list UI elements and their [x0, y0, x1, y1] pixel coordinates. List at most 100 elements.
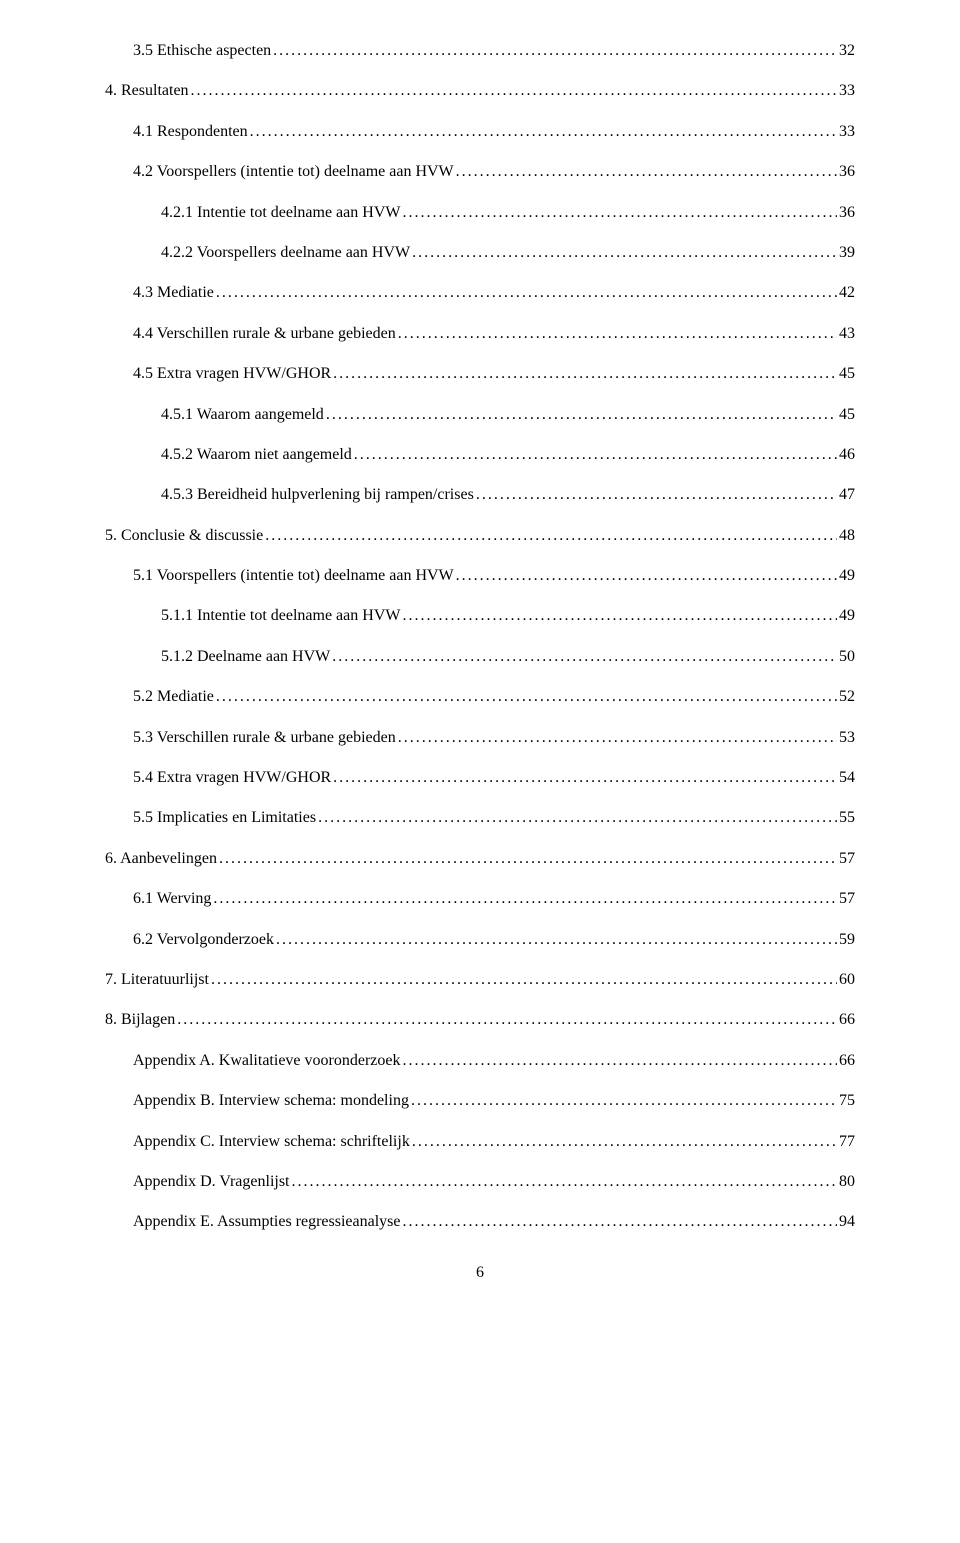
toc-entry: 5. Conclusie & discussie 48 [105, 525, 855, 547]
toc-leader-dots [318, 807, 837, 829]
toc-label: 8. Bijlagen [105, 1009, 175, 1031]
toc-entry: 6. Aanbevelingen 57 [105, 848, 855, 870]
toc-entry: 5.4 Extra vragen HVW/GHOR 54 [105, 767, 855, 789]
toc-label: 6.2 Vervolgonderzoek [133, 929, 274, 951]
toc-page: 50 [839, 646, 855, 668]
toc-leader-dots [402, 202, 837, 224]
toc-entry: 6.1 Werving57 [105, 888, 855, 910]
toc-page: 36 [839, 202, 855, 224]
toc-leader-dots [398, 323, 837, 345]
toc-label: Appendix A. Kwalitatieve vooronderzoek [133, 1050, 400, 1072]
toc-leader-dots [177, 1009, 837, 1031]
toc-leader-dots [211, 969, 837, 991]
toc-label: 5.4 Extra vragen HVW/GHOR [133, 767, 331, 789]
toc-leader-dots [332, 646, 837, 668]
toc-page: 55 [839, 807, 855, 829]
toc-leader-dots [411, 1090, 837, 1112]
toc-leader-dots [250, 121, 837, 143]
toc-label: 4.1 Respondenten [133, 121, 248, 143]
toc-leader-dots [333, 363, 837, 385]
toc-leader-dots [402, 605, 837, 627]
toc-label: 4.4 Verschillen rurale & urbane gebieden [133, 323, 396, 345]
toc-leader-dots [456, 565, 837, 587]
toc-entry: 7. Literatuurlijst60 [105, 969, 855, 991]
toc-label: Appendix C. Interview schema: schrifteli… [133, 1131, 410, 1153]
toc-page: 49 [839, 605, 855, 627]
toc-label: 7. Literatuurlijst [105, 969, 209, 991]
toc-leader-dots [276, 929, 837, 951]
toc-label: 5.5 Implicaties en Limitaties [133, 807, 316, 829]
toc-page: 66 [839, 1050, 855, 1072]
toc-entry: 4.1 Respondenten33 [105, 121, 855, 143]
toc-label: 4.3 Mediatie [133, 282, 214, 304]
toc-page: 47 [839, 484, 855, 506]
toc-label: 5.1.1 Intentie tot deelname aan HVW [161, 605, 400, 627]
toc-label: 4.2 Voorspellers (intentie tot) deelname… [133, 161, 454, 183]
toc-page: 46 [839, 444, 855, 466]
toc-leader-dots [398, 727, 837, 749]
toc-leader-dots [273, 40, 837, 62]
toc-entry: 4.2.2 Voorspellers deelname aan HVW39 [105, 242, 855, 264]
toc-leader-dots [476, 484, 837, 506]
table-of-contents: 3.5 Ethische aspecten324. Resultaten334.… [105, 40, 855, 1234]
toc-entry: 4.5 Extra vragen HVW/GHOR 45 [105, 363, 855, 385]
toc-label: 5. Conclusie & discussie [105, 525, 263, 547]
toc-leader-dots [333, 767, 837, 789]
toc-entry: Appendix A. Kwalitatieve vooronderzoek 66 [105, 1050, 855, 1072]
toc-leader-dots [216, 282, 837, 304]
toc-page: 48 [839, 525, 855, 547]
toc-page: 43 [839, 323, 855, 345]
toc-entry: 5.3 Verschillen rurale & urbane gebieden… [105, 727, 855, 749]
toc-page: 75 [839, 1090, 855, 1112]
toc-leader-dots [412, 242, 837, 264]
toc-page: 80 [839, 1171, 855, 1193]
toc-leader-dots [354, 444, 837, 466]
toc-entry: 5.1.2 Deelname aan HVW 50 [105, 646, 855, 668]
toc-label: 5.2 Mediatie [133, 686, 214, 708]
page-number: 6 [105, 1264, 855, 1282]
toc-entry: 4.5.3 Bereidheid hulpverlening bij rampe… [105, 484, 855, 506]
toc-label: 3.5 Ethische aspecten [133, 40, 271, 62]
toc-entry: 4.5.1 Waarom aangemeld45 [105, 404, 855, 426]
toc-leader-dots [191, 80, 837, 102]
toc-page: 66 [839, 1009, 855, 1031]
toc-entry: 3.5 Ethische aspecten 32 [105, 40, 855, 62]
toc-leader-dots [213, 888, 837, 910]
toc-label: 4.5 Extra vragen HVW/GHOR [133, 363, 331, 385]
toc-leader-dots [216, 686, 837, 708]
toc-entry: 4.4 Verschillen rurale & urbane gebieden… [105, 323, 855, 345]
toc-page: 32 [839, 40, 855, 62]
toc-entry: 8. Bijlagen 66 [105, 1009, 855, 1031]
toc-label: 4.5.2 Waarom niet aangemeld [161, 444, 352, 466]
toc-entry: Appendix C. Interview schema: schrifteli… [105, 1131, 855, 1153]
toc-leader-dots [412, 1131, 837, 1153]
toc-label: 4.2.2 Voorspellers deelname aan HVW [161, 242, 410, 264]
toc-page: 52 [839, 686, 855, 708]
toc-entry: 4.5.2 Waarom niet aangemeld 46 [105, 444, 855, 466]
toc-page: 94 [839, 1211, 855, 1233]
toc-page: 42 [839, 282, 855, 304]
toc-entry: Appendix E. Assumpties regressieanalyse 9… [105, 1211, 855, 1233]
toc-page: 54 [839, 767, 855, 789]
toc-leader-dots [292, 1171, 838, 1193]
toc-entry: 6.2 Vervolgonderzoek59 [105, 929, 855, 951]
toc-entry: 4.2 Voorspellers (intentie tot) deelname… [105, 161, 855, 183]
toc-entry: Appendix B. Interview schema: mondeling 7… [105, 1090, 855, 1112]
toc-label: 5.3 Verschillen rurale & urbane gebieden [133, 727, 396, 749]
toc-label: Appendix B. Interview schema: mondeling [133, 1090, 409, 1112]
toc-page: 36 [839, 161, 855, 183]
toc-leader-dots [456, 161, 837, 183]
toc-page: 45 [839, 363, 855, 385]
toc-label: Appendix E. Assumpties regressieanalyse [133, 1211, 401, 1233]
toc-label: 5.1 Voorspellers (intentie tot) deelname… [133, 565, 454, 587]
toc-label: 5.1.2 Deelname aan HVW [161, 646, 330, 668]
toc-page: 57 [839, 888, 855, 910]
toc-leader-dots [403, 1211, 838, 1233]
toc-label: 4.5.3 Bereidheid hulpverlening bij rampe… [161, 484, 474, 506]
toc-page: 53 [839, 727, 855, 749]
toc-page: 57 [839, 848, 855, 870]
toc-label: 6. Aanbevelingen [105, 848, 217, 870]
toc-leader-dots [402, 1050, 837, 1072]
toc-leader-dots [326, 404, 837, 426]
toc-label: 4. Resultaten [105, 80, 189, 102]
